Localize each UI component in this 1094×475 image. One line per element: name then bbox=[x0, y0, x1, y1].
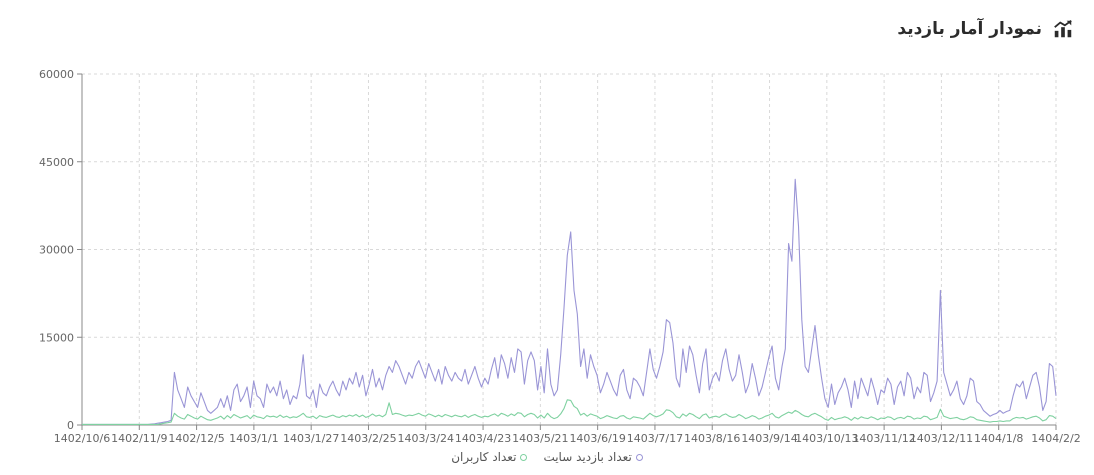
x-tick-label: 1403/8/16 bbox=[684, 432, 740, 445]
x-tick-label: 1402/10/6 bbox=[54, 432, 110, 445]
series-line-users bbox=[82, 399, 1057, 425]
x-tick-label: 1402/12/5 bbox=[168, 432, 224, 445]
x-tick-label: 1403/1/1 bbox=[229, 432, 278, 445]
x-tick-label: 1403/6/19 bbox=[569, 432, 625, 445]
x-tick-label: 1403/11/12 bbox=[852, 432, 915, 445]
legend-visits-label: تعداد بازدید سایت bbox=[543, 450, 632, 464]
x-tick-label: 1404/1/8 bbox=[974, 432, 1023, 445]
y-tick-label: 60000 bbox=[39, 68, 74, 81]
chart-title: نمودار آمار بازدید bbox=[897, 19, 1042, 39]
y-tick-label: 0 bbox=[67, 419, 74, 432]
x-tick-label: 1402/11/9 bbox=[111, 432, 167, 445]
legend-item-users[interactable]: تعداد کاربران bbox=[451, 450, 528, 464]
x-tick-label: 1403/12/11 bbox=[910, 432, 973, 445]
x-tick-label: 1403/3/24 bbox=[398, 432, 454, 445]
legend-visits-marker bbox=[635, 453, 643, 461]
x-tick-label: 1403/2/25 bbox=[340, 432, 396, 445]
x-tick-label: 1403/9/14 bbox=[741, 432, 797, 445]
x-tick-label: 1404/2/2 bbox=[1031, 432, 1080, 445]
x-tick-label: 1403/7/17 bbox=[627, 432, 683, 445]
legend-users-marker bbox=[520, 453, 528, 461]
chart-header: نمودار آمار بازدید bbox=[897, 18, 1074, 40]
chart-legend: تعداد بازدید سایت تعداد کاربران bbox=[0, 450, 1094, 464]
y-tick-label: 15000 bbox=[39, 331, 74, 344]
y-tick-label: 30000 bbox=[39, 244, 74, 257]
y-tick-label: 45000 bbox=[39, 156, 74, 169]
x-tick-label: 1403/5/21 bbox=[512, 432, 568, 445]
x-tick-label: 1403/1/27 bbox=[283, 432, 339, 445]
legend-item-visits[interactable]: تعداد بازدید سایت bbox=[543, 450, 643, 464]
trend-chart-icon bbox=[1054, 20, 1072, 38]
series-line-visits bbox=[82, 178, 1057, 425]
x-tick-label: 1403/10/13 bbox=[795, 432, 858, 445]
legend-users-label: تعداد کاربران bbox=[451, 450, 517, 464]
x-tick-label: 1403/4/23 bbox=[455, 432, 511, 445]
